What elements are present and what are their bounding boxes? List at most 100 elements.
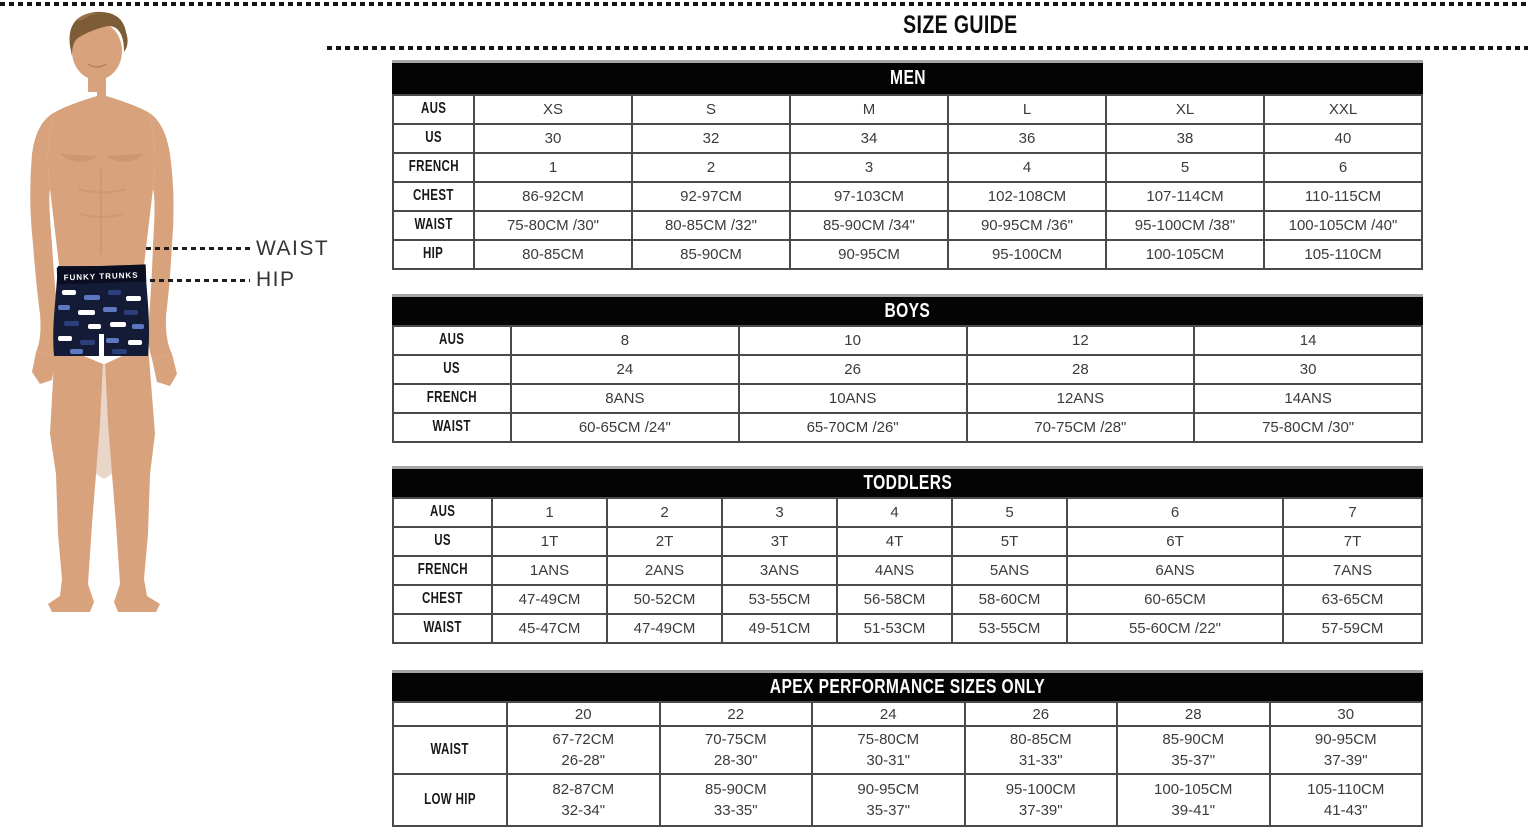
- trunks-waistband: [56, 264, 147, 285]
- table-cell: 107-114CM: [1105, 181, 1265, 212]
- table-cell: 38: [1105, 123, 1265, 154]
- table-cell: 2: [631, 152, 791, 183]
- model-head: [72, 22, 122, 80]
- row-label: CHEST: [392, 584, 493, 615]
- table-cell: 53-55CM: [721, 584, 838, 615]
- table-cell: XS: [473, 94, 633, 125]
- table-cell: XL: [1105, 94, 1265, 125]
- table-cell: 90-95CM: [789, 239, 949, 270]
- apex-size-table: APEX PERFORMANCE SIZES ONLY 20 22 24 26 28 30…: [392, 670, 1423, 828]
- table-cell: 55-60CM /22": [1066, 613, 1284, 644]
- table-cell: 82-87CM 32-34": [506, 773, 661, 828]
- row-label: AUS: [392, 325, 512, 356]
- trunks-brand-text: FUNKY TRUNKS: [63, 271, 138, 283]
- table-cell: 6: [1263, 152, 1423, 183]
- table-cell: 8: [510, 325, 740, 356]
- table-cell: 75-80CM /30": [1193, 412, 1423, 443]
- table-row: FRENCH 1 2 3 4 5 6: [392, 152, 1423, 183]
- waist-callout-line: [146, 247, 250, 250]
- table-cell: 67-72CM 26-28": [506, 725, 661, 776]
- table-cell: 90-95CM 35-37": [811, 773, 966, 828]
- table-cell: 75-80CM /30": [473, 210, 633, 241]
- table-cell: 6: [1066, 497, 1284, 528]
- table-cell: 80-85CM: [473, 239, 633, 270]
- table-cell: 49-51CM: [721, 613, 838, 644]
- table-cell: 58-60CM: [951, 584, 1068, 615]
- row-label: US: [392, 123, 475, 154]
- table-cell: 10ANS: [737, 383, 968, 414]
- table-row: US 1T 2T 3T 4T 5T 6T 7T: [392, 526, 1423, 557]
- table-cell: 5T: [951, 526, 1068, 557]
- table-cell: 4ANS: [836, 555, 953, 586]
- table-cell: 97-103CM: [789, 181, 949, 212]
- row-label: US: [392, 354, 512, 385]
- table-cell: 56-58CM: [836, 584, 953, 615]
- table-cell: 45-47CM: [491, 613, 608, 644]
- table-cell: 1T: [491, 526, 608, 557]
- table-cell: 30: [1193, 354, 1423, 385]
- table-cell: 85-90CM /34": [789, 210, 949, 241]
- row-label: WAIST: [392, 725, 508, 776]
- table-cell: M: [789, 94, 949, 125]
- table-cell: 40: [1263, 123, 1423, 154]
- table-cell: 7T: [1282, 526, 1423, 557]
- table-cell: 105-110CM 41-43": [1268, 773, 1423, 828]
- model-trunks: [53, 266, 150, 356]
- table-row: CHEST 47-49CM 50-52CM 53-55CM 56-58CM 58-60CM…: [392, 584, 1423, 615]
- row-label: AUS: [392, 94, 475, 125]
- table-cell: 10: [737, 325, 968, 356]
- table-row: WAIST 67-72CM 26-28" 70-75CM 28-30" 75-80CM…: [392, 725, 1423, 776]
- table-cell: 24: [811, 700, 966, 728]
- table-cell: 20: [506, 700, 661, 728]
- table-cell: 2ANS: [606, 555, 723, 586]
- table-cell: 63-65CM: [1282, 584, 1423, 615]
- table-row: CHEST 86-92CM 92-97CM 97-103CM 102-108CM 107-…: [392, 181, 1423, 212]
- table-cell: 2: [606, 497, 723, 528]
- table-cell: 75-80CM 30-31": [811, 725, 966, 776]
- table-row: 20 22 24 26 28 30: [392, 700, 1423, 728]
- table-cell: 1: [491, 497, 608, 528]
- table-row: AUS 8 10 12 14: [392, 325, 1423, 356]
- row-label: HIP: [392, 239, 475, 270]
- table-cell: 47-49CM: [491, 584, 608, 615]
- row-label: WAIST: [392, 412, 512, 443]
- table-cell: 7ANS: [1282, 555, 1423, 586]
- model-photo: FUNKY TRUNKS: [30, 11, 177, 612]
- table-cell: 3: [721, 497, 838, 528]
- table-cell: 47-49CM: [606, 613, 723, 644]
- table-row: WAIST 60-65CM /24" 65-70CM /26" 70-75CM /28…: [392, 412, 1423, 443]
- table-cell: 34: [789, 123, 949, 154]
- trunks-pattern: [58, 290, 144, 354]
- table-row: FRENCH 8ANS 10ANS 12ANS 14ANS: [392, 383, 1423, 414]
- hip-callout-line: [150, 279, 250, 282]
- table-cell: 4: [836, 497, 953, 528]
- table-cell: 70-75CM /28": [965, 412, 1196, 443]
- table-row: WAIST 75-80CM /30" 80-85CM /32" 85-90CM /34…: [392, 210, 1423, 241]
- table-cell: 12ANS: [965, 383, 1196, 414]
- table-cell: 6T: [1066, 526, 1284, 557]
- table-cell: 60-65CM: [1066, 584, 1284, 615]
- table-cell: 95-100CM /38": [1105, 210, 1265, 241]
- table-cell: 86-92CM: [473, 181, 633, 212]
- row-label: CHEST: [392, 181, 475, 212]
- table-cell: 60-65CM /24": [510, 412, 740, 443]
- table-cell: 5: [951, 497, 1068, 528]
- table-cell: 22: [658, 700, 813, 728]
- row-label: [392, 700, 508, 728]
- row-label: FRENCH: [392, 383, 512, 414]
- table-cell: 30: [1268, 700, 1423, 728]
- model-hair: [69, 11, 128, 56]
- table-cell: 28: [1116, 700, 1271, 728]
- table-cell: 65-70CM /26": [737, 412, 968, 443]
- apex-table-header: APEX PERFORMANCE SIZES ONLY: [392, 670, 1423, 701]
- table-cell: 36: [947, 123, 1107, 154]
- table-row: US 24 26 28 30: [392, 354, 1423, 385]
- table-cell: 14: [1193, 325, 1423, 356]
- table-row: US 30 32 34 36 38 40: [392, 123, 1423, 154]
- table-cell: 90-95CM 37-39": [1268, 725, 1423, 776]
- table-row: LOW HIP 82-87CM 32-34" 85-90CM 33-35" 90-95…: [392, 773, 1423, 828]
- table-cell: 105-110CM: [1263, 239, 1423, 270]
- table-cell: 92-97CM: [631, 181, 791, 212]
- table-cell: 51-53CM: [836, 613, 953, 644]
